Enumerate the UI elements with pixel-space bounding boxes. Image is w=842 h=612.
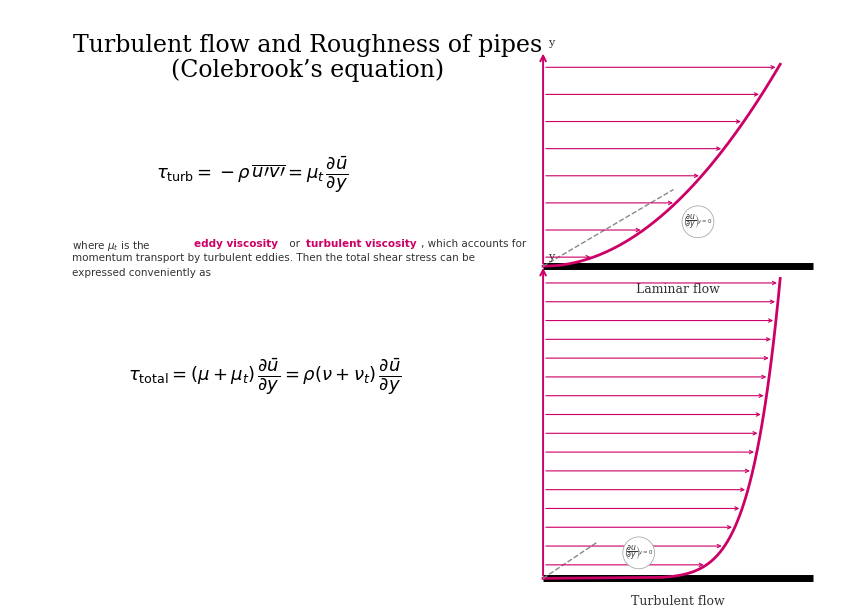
Text: $\left(\!\dfrac{\partial u}{\partial y}\!\right)_{\!y=0}$: $\left(\!\dfrac{\partial u}{\partial y}\…	[683, 212, 712, 231]
Text: where $\mu_t$ is the: where $\mu_t$ is the	[72, 239, 151, 253]
Text: turbulent viscosity: turbulent viscosity	[306, 239, 416, 248]
Text: $\left(\!\dfrac{\partial u}{\partial y}\!\right)_{\!y=0}$: $\left(\!\dfrac{\partial u}{\partial y}\…	[624, 543, 653, 562]
Text: y: y	[548, 38, 554, 48]
Text: Turbulent flow: Turbulent flow	[631, 595, 725, 608]
Text: (Colebrook’s equation): (Colebrook’s equation)	[171, 58, 444, 81]
Text: eddy viscosity: eddy viscosity	[194, 239, 278, 248]
Text: Laminar flow: Laminar flow	[636, 283, 720, 296]
Text: $\tau_{\mathrm{turb}} = -\rho\,\overline{u\prime v\prime} = \mu_t\,\dfrac{\parti: $\tau_{\mathrm{turb}} = -\rho\,\overline…	[157, 154, 349, 195]
Text: momentum transport by turbulent eddies. Then the total shear stress can be: momentum transport by turbulent eddies. …	[72, 253, 475, 263]
Text: , which accounts for: , which accounts for	[421, 239, 526, 248]
Text: y: y	[548, 252, 554, 262]
Text: Turbulent flow and Roughness of pipes: Turbulent flow and Roughness of pipes	[72, 34, 542, 57]
Text: $\tau_{\mathrm{total}} = (\mu + \mu_t)\,\dfrac{\partial \bar{u}}{\partial y} = \: $\tau_{\mathrm{total}} = (\mu + \mu_t)\,…	[129, 356, 402, 397]
Text: or: or	[286, 239, 303, 248]
Text: expressed conveniently as: expressed conveniently as	[72, 268, 210, 278]
